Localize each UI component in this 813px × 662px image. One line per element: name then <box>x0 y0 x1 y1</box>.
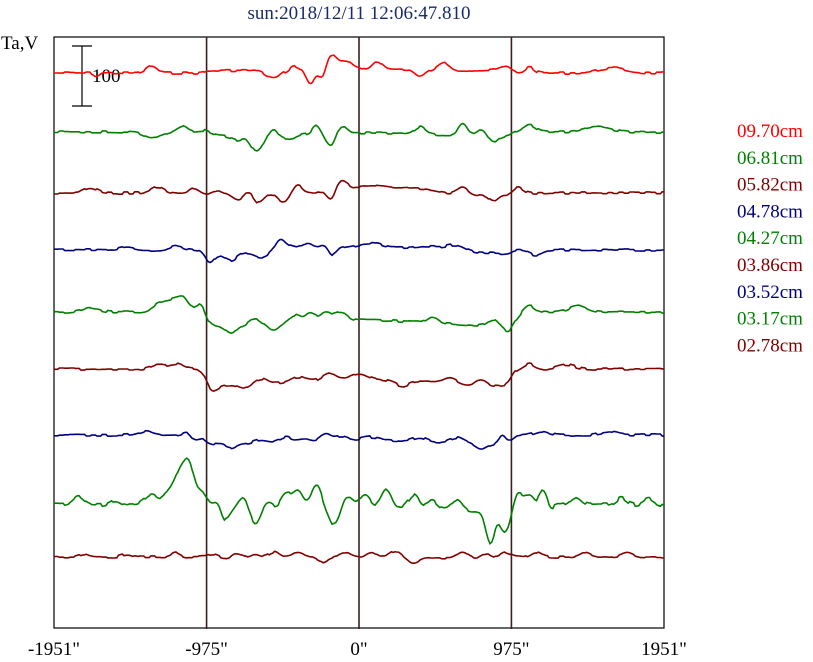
scale-bar: 100 <box>72 45 121 107</box>
legend-entry: 03.17cm <box>737 309 803 330</box>
legend: 09.70cm 06.81cm 05.82cm 04.78cm 04.27cm 03.86… <box>737 121 803 356</box>
series-group <box>54 54 665 565</box>
legend-entry: 02.78cm <box>737 335 803 356</box>
y-axis-label: Ta,V <box>1 33 38 54</box>
section-lines <box>205 37 513 629</box>
chart-title: sun:2018/12/11 12:06:47.810 <box>247 3 470 24</box>
series-line <box>54 362 664 393</box>
legend-entry: 09.70cm <box>737 121 803 142</box>
series-line <box>54 179 664 204</box>
scale-bar-label: 100 <box>92 66 121 87</box>
series-line <box>54 429 664 450</box>
series-line <box>54 122 664 152</box>
x-tick-labels: -1951" -975" 0" 975" 1951" <box>28 639 687 660</box>
series-line <box>54 550 664 565</box>
series-line <box>54 54 664 85</box>
series-line <box>54 295 664 335</box>
legend-entry: 05.82cm <box>737 175 803 196</box>
series-line <box>54 238 664 264</box>
legend-entry: 03.52cm <box>737 282 803 303</box>
legend-entry: 03.86cm <box>737 255 803 276</box>
x-tick-label: 1951" <box>641 639 687 660</box>
x-tick-label: 975" <box>493 639 529 660</box>
x-tick-label: 0" <box>350 639 367 660</box>
legend-entry: 04.78cm <box>737 201 803 222</box>
legend-entry: 04.27cm <box>737 228 803 249</box>
legend-entry: 06.81cm <box>737 148 803 169</box>
x-tick-label: -1951" <box>28 639 80 660</box>
series-line <box>54 457 665 546</box>
x-tick-label: -975" <box>185 639 228 660</box>
